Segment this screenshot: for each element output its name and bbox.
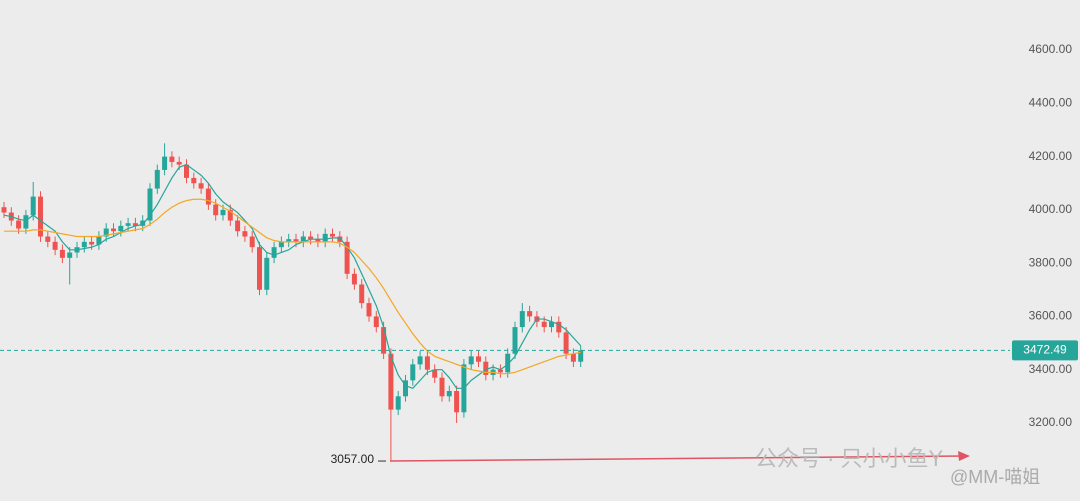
candle-body (103, 228, 109, 237)
candle-body (519, 311, 525, 328)
candle-body (381, 327, 387, 354)
candle-body (570, 353, 576, 362)
candle-body (23, 215, 29, 229)
candle-body (118, 225, 124, 232)
candle-body (38, 196, 43, 237)
candle-body (125, 223, 131, 226)
arrow-line (389, 455, 966, 462)
candle-body (140, 220, 146, 226)
y-tick-label: 3600.00 (1029, 309, 1073, 323)
candle-body (278, 241, 284, 248)
candle-body (30, 196, 36, 216)
candle-body (388, 353, 394, 410)
candle-body (213, 204, 219, 216)
y-tick-label: 4200.00 (1029, 149, 1073, 163)
candle-body (242, 231, 248, 237)
y-tick-label: 3400.00 (1029, 362, 1073, 376)
candle-body (198, 183, 204, 189)
candle-body (497, 369, 503, 373)
candle-body (111, 228, 116, 232)
candle-body (563, 332, 569, 354)
candle-body (45, 236, 51, 242)
candle-body (308, 236, 314, 240)
price-tag (1012, 340, 1078, 361)
candle-body (184, 164, 189, 178)
candle-body (52, 241, 58, 250)
candle-body (432, 369, 438, 378)
candle-body (373, 316, 379, 328)
price-tag-label: 3472.49 (1023, 343, 1067, 357)
candle-body (59, 249, 65, 258)
candle-body (395, 396, 401, 410)
candle-body (235, 220, 241, 232)
watermark: @MM-喵姐 (950, 467, 1040, 487)
candle-body (424, 356, 430, 370)
watermark: 公众号 · 只小小鱼Y (755, 446, 944, 471)
candle-body (264, 257, 270, 290)
arrow-head (958, 451, 970, 461)
candle-body (169, 156, 175, 162)
candle-body (205, 188, 211, 205)
candle-body (351, 273, 357, 285)
candle-body (541, 321, 547, 328)
candle-body (257, 247, 262, 290)
y-tick-label: 4000.00 (1029, 202, 1073, 216)
candle-body (96, 236, 102, 245)
candle-body (191, 177, 197, 184)
candle-body (176, 161, 182, 165)
candle-body (439, 377, 445, 397)
candle-body (410, 364, 416, 381)
candle-body (337, 236, 343, 242)
y-tick-label: 3800.00 (1029, 255, 1073, 269)
low-label: 3057.00 (331, 452, 375, 466)
candle-body (315, 239, 321, 242)
candle-body (454, 390, 460, 413)
candle-body (271, 247, 277, 258)
candle-body (417, 356, 423, 365)
candle-body (147, 188, 153, 221)
candle-body (322, 233, 328, 242)
candle-body (556, 321, 562, 333)
candle-body (505, 353, 511, 373)
candle-body (154, 169, 160, 189)
candle-body (286, 239, 292, 242)
candle-body (249, 236, 255, 248)
moving-average (3, 163, 582, 390)
candle-body (330, 233, 335, 237)
candle-body (300, 236, 306, 242)
candle-body (403, 380, 408, 397)
candle-body (578, 350, 584, 362)
candle-body (162, 156, 168, 170)
candle-body (549, 321, 554, 328)
candle-body (359, 284, 365, 304)
candle-body (227, 209, 233, 221)
candle-body (527, 311, 533, 317)
candle-body (293, 239, 299, 242)
y-tick-label: 3200.00 (1029, 415, 1073, 429)
candle-body (132, 223, 138, 226)
candle-body (446, 390, 452, 397)
candle-body (344, 241, 350, 274)
candle-body (67, 252, 73, 258)
y-tick-label: 4600.00 (1029, 42, 1073, 56)
candle-body (16, 220, 22, 229)
candle-body (81, 241, 87, 248)
y-tick-label: 4400.00 (1029, 96, 1073, 110)
candle-body (512, 327, 518, 354)
candle-body (220, 209, 226, 216)
candle-body (366, 303, 372, 317)
candle-body (1, 207, 7, 213)
candle-body (468, 356, 474, 365)
candle-body (483, 361, 489, 376)
candle-body (476, 356, 481, 362)
moving-average (4, 198, 581, 375)
candle-body (89, 241, 95, 245)
